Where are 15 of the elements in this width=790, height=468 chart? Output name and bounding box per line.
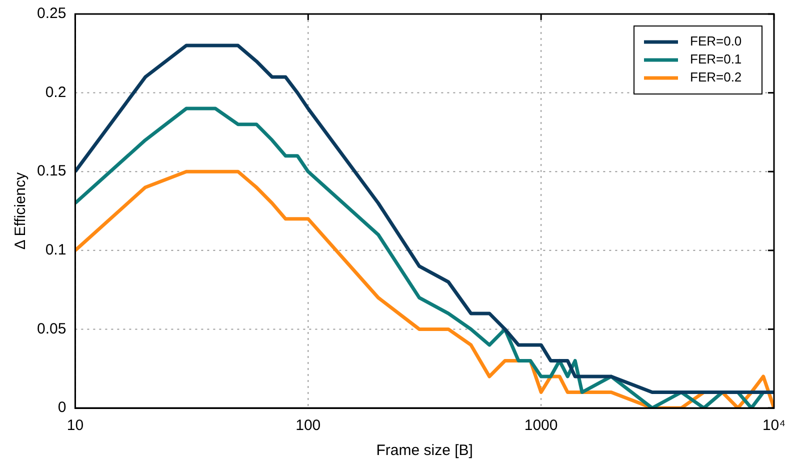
legend-label: FER=0.0: [690, 34, 742, 49]
y-tick-label: 0.2: [45, 84, 66, 101]
legend-label: FER=0.1: [690, 52, 742, 67]
y-axis-title: Δ Efficiency: [12, 172, 30, 250]
x-axis-title: Frame size [B]: [376, 442, 473, 460]
y-tick-label: 0.15: [36, 162, 66, 180]
y-tick-label: 0: [58, 399, 66, 416]
x-tick-label: 100: [296, 417, 321, 434]
legend-label: FER=0.2: [690, 70, 742, 85]
y-tick-label: 0.05: [36, 320, 66, 338]
x-tick-label: 1000: [524, 417, 558, 434]
y-tick-label: 0.25: [36, 5, 66, 22]
y-tick-label: 0.1: [45, 242, 66, 259]
x-tick-label: 10: [66, 417, 84, 434]
x-tick-label: 10⁴: [762, 417, 786, 434]
